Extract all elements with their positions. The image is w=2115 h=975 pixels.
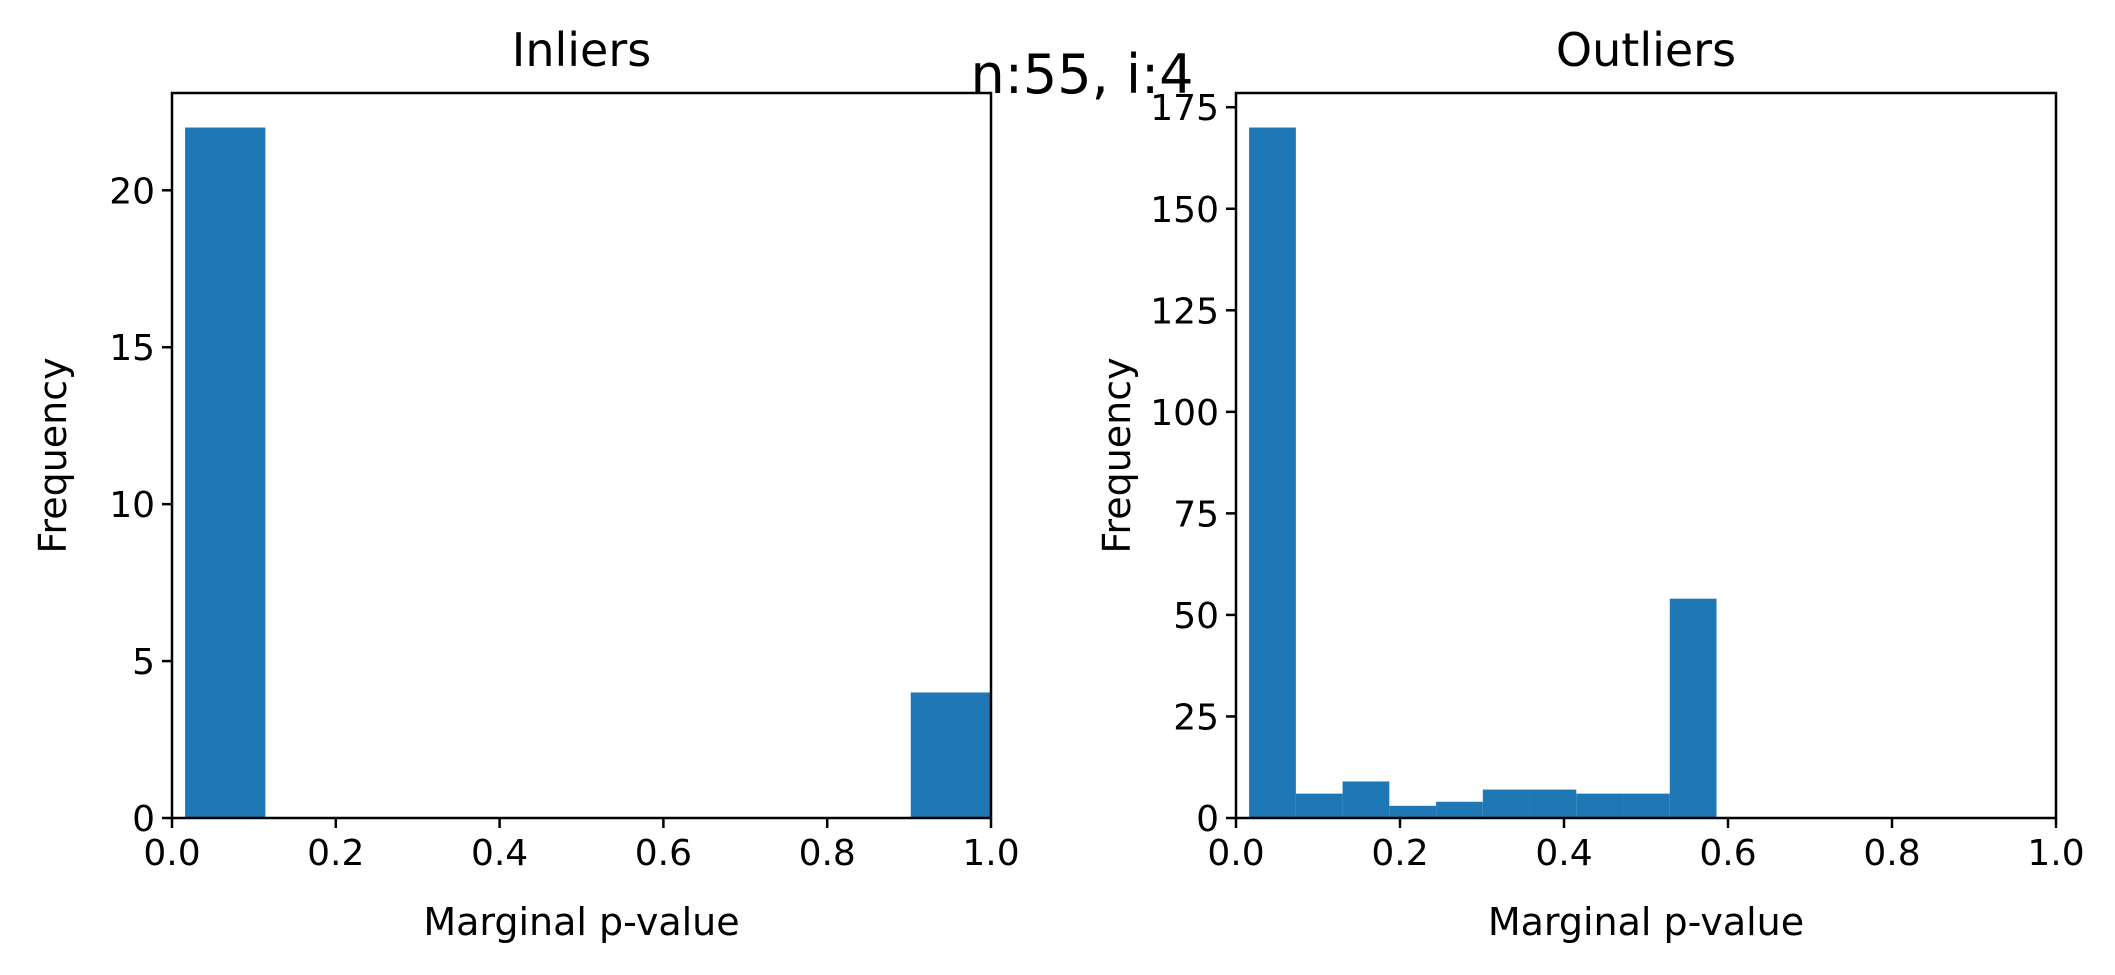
figure-suptitle: n:55, i:4 (970, 43, 1193, 106)
inliers-x-ticks: 0.0 0.2 0.4 0.6 0.8 1.0 (143, 818, 1020, 874)
outliers-x-tick-label: 0.0 (1207, 833, 1264, 874)
inliers-x-tick-label: 0.0 (143, 833, 200, 874)
inliers-y-tick-label: 5 (132, 642, 155, 683)
outliers-histogram: 0.0 0.2 0.4 0.6 0.8 1.0 0 25 50 75 100 125 150 175 O… (1095, 23, 2085, 944)
inliers-histogram: 0.0 0.2 0.4 0.6 0.8 1.0 0 5 10 15 20 Inliers Marg… (31, 23, 1020, 944)
inliers-y-ticks: 0 5 10 15 20 (109, 171, 172, 840)
outliers-bar-5 (1482, 789, 1530, 818)
outliers-y-tick-label: 50 (1173, 596, 1219, 637)
outliers-bar-4 (1436, 801, 1483, 818)
inliers-x-axis-label: Marginal p-value (423, 900, 739, 944)
outliers-y-tick-label: 175 (1150, 88, 1219, 129)
outliers-y-axis-label: Frequency (1095, 357, 1139, 553)
outliers-x-axis-label: Marginal p-value (1488, 900, 1804, 944)
outliers-plot-frame (1234, 91, 2058, 820)
outliers-bar-3 (1389, 805, 1437, 818)
outliers-y-tick-label: 100 (1150, 393, 1219, 434)
outliers-bar-7 (1576, 793, 1624, 818)
inliers-plot-frame (170, 91, 993, 820)
outliers-bar-2 (1342, 781, 1390, 818)
outliers-bar-0 (1249, 127, 1296, 819)
outliers-x-tick-label: 0.4 (1535, 833, 1592, 874)
outliers-y-tick-label: 150 (1150, 190, 1219, 231)
outliers-bar-1 (1295, 793, 1343, 818)
inliers-x-tick-label: 0.8 (799, 833, 856, 874)
outliers-x-tick-label: 0.6 (1699, 833, 1756, 874)
inliers-x-tick-label: 0.6 (635, 833, 692, 874)
outliers-x-tick-label: 0.8 (1863, 833, 1920, 874)
inliers-y-tick-label: 15 (109, 328, 155, 369)
inliers-bars (185, 127, 991, 819)
inliers-x-tick-label: 0.2 (307, 833, 364, 874)
outliers-y-tick-label: 75 (1173, 494, 1219, 535)
outliers-y-tick-label: 0 (1196, 799, 1219, 840)
inliers-y-tick-label: 20 (109, 171, 155, 212)
outliers-bar-8 (1623, 793, 1670, 818)
outliers-y-tick-label: 125 (1150, 291, 1219, 332)
inliers-x-tick-label: 1.0 (962, 833, 1019, 874)
inliers-y-tick-label: 10 (109, 485, 155, 526)
outliers-x-tick-label: 1.0 (2027, 833, 2084, 874)
outliers-bar-6 (1529, 789, 1577, 818)
inliers-bar-0 (185, 127, 266, 819)
inliers-bar-9 (910, 692, 991, 818)
outliers-y-tick-label: 25 (1173, 697, 1219, 738)
outliers-title: Outliers (1556, 23, 1736, 77)
outliers-y-ticks: 0 25 50 75 100 125 150 175 (1150, 88, 1236, 840)
inliers-title: Inliers (512, 23, 651, 77)
outliers-x-tick-label: 0.2 (1371, 833, 1428, 874)
inliers-y-axis-label: Frequency (31, 357, 75, 553)
inliers-x-tick-label: 0.4 (471, 833, 528, 874)
outliers-bars (1249, 127, 1717, 819)
inliers-y-tick-label: 0 (132, 799, 155, 840)
outliers-x-ticks: 0.0 0.2 0.4 0.6 0.8 1.0 (1207, 818, 2085, 874)
outliers-bar-9 (1669, 598, 1717, 818)
